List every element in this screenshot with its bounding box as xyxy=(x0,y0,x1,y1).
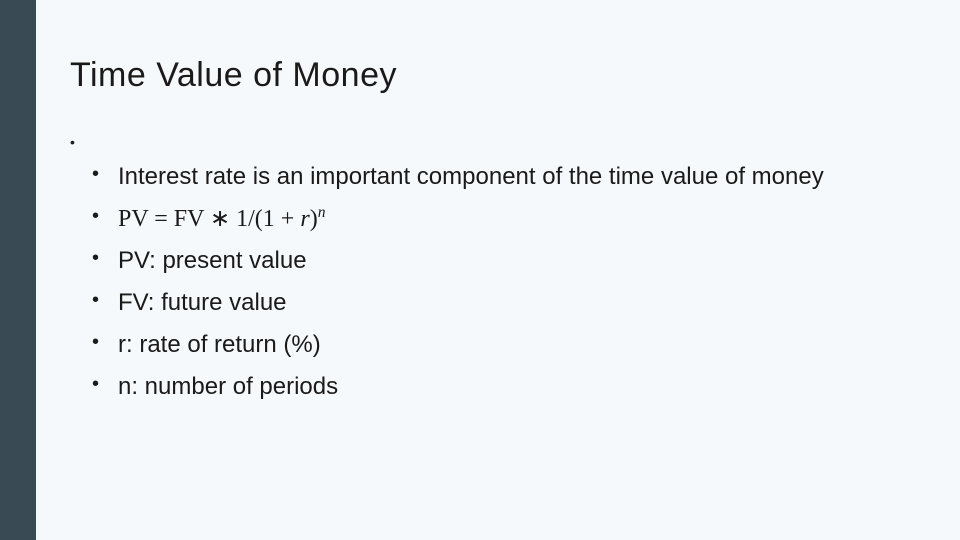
list-item: r: rate of return (%) xyxy=(88,327,920,363)
sidebar-accent xyxy=(0,0,36,540)
list-item: PV = FV ∗ 1/(1 + r)n xyxy=(88,201,920,237)
empty-bullet: • xyxy=(70,135,920,149)
list-item-text: r: rate of return (%) xyxy=(118,331,321,358)
list-item: n: number of periods xyxy=(88,369,920,405)
slide-content: Time Value of Money • Interest rate is a… xyxy=(70,56,920,411)
list-item: PV: present value xyxy=(88,243,920,279)
list-item-text: Interest rate is an important component … xyxy=(118,163,824,190)
list-item-text: n: number of periods xyxy=(118,373,338,400)
list-item-text: PV: present value xyxy=(118,247,307,274)
list-item-text: FV: future value xyxy=(118,289,287,316)
bullet-list: Interest rate is an important component … xyxy=(70,159,920,405)
list-item: Interest rate is an important component … xyxy=(88,159,920,195)
formula-text: PV = FV ∗ 1/(1 + r)n xyxy=(118,206,325,232)
slide-title: Time Value of Money xyxy=(70,56,920,95)
list-item: FV: future value xyxy=(88,285,920,321)
